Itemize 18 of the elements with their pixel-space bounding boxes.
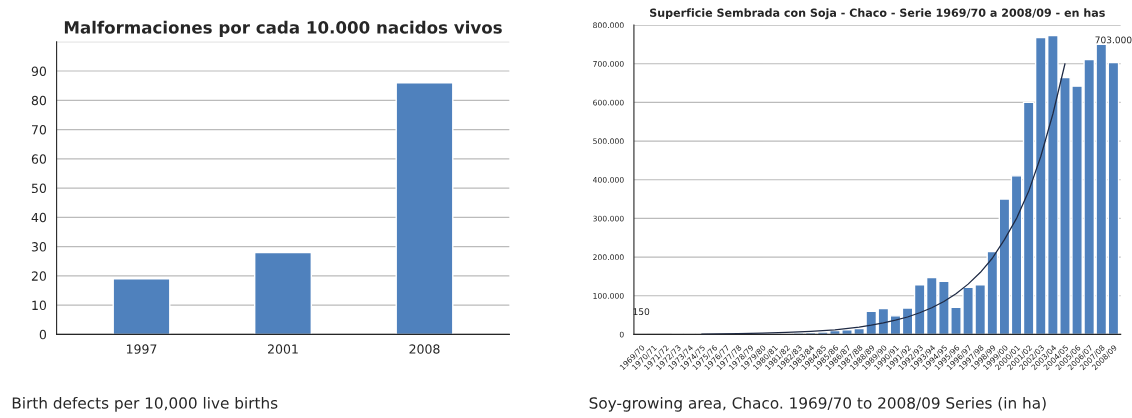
y-tick-label: 50: [31, 183, 47, 194]
y-tick-label: 10: [32, 300, 47, 311]
x-tick-label: 1997: [126, 344, 157, 354]
y-tick-label: 0: [39, 329, 47, 340]
x-tick-label: 2001: [268, 344, 298, 354]
x-tick-label: 2008: [409, 344, 440, 354]
y-tick-label: 60: [31, 154, 47, 164]
y-tick-label: 30: [31, 242, 47, 252]
text: Birth defects per 10,000 live births: [12, 396, 278, 412]
chart-title: Malformaciones por cada 10.000 nacidos vivos: [64, 20, 502, 37]
y-tick-label: 20: [31, 271, 47, 281]
text: Soy-growing area, Chaco. 1969/70 to 2008/09 Series (in ha): [589, 396, 1046, 412]
data-label: 703.000: [1095, 36, 1132, 44]
y-tick-label: 70: [32, 125, 47, 135]
y-tick-label: 80: [31, 95, 47, 106]
y-tick-label: 90: [31, 66, 47, 76]
chart-title: Superficie Sembrada con Soja - Chaco - Serie 1969/70 a 2008/09 - en has: [650, 8, 1105, 20]
y-tick-label: 40: [31, 212, 47, 223]
